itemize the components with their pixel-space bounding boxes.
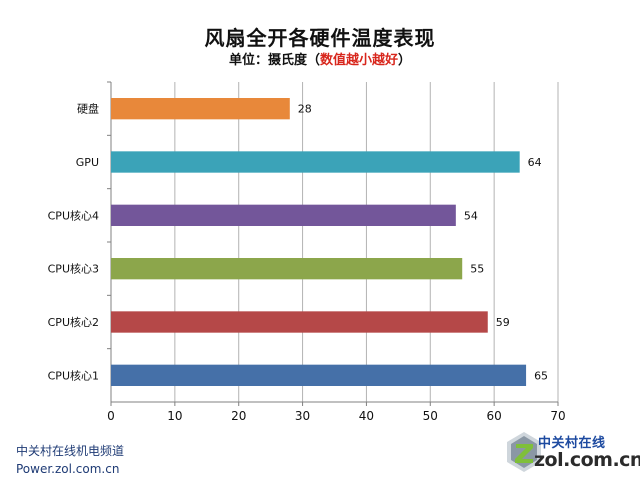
x-tick-label: 10 (167, 409, 182, 423)
subtitle-highlight: 数值越小越好 (319, 53, 398, 68)
bar-value-label: 54 (464, 209, 478, 222)
y-category-label: GPU (76, 156, 99, 169)
bar-value-label: 28 (298, 103, 312, 116)
bar (111, 151, 520, 173)
logo-en-text: zol.com.cn (534, 449, 640, 471)
chart-subtitle: 单位：摄氏度（数值越小越好） (0, 49, 640, 68)
logo-cn-text: 中关村在线 (538, 436, 606, 451)
bar-value-label: 64 (528, 156, 542, 169)
y-category-label: CPU核心1 (48, 368, 99, 382)
footer-url-text: Power.zol.com.cn (16, 462, 120, 476)
bar-value-label: 59 (496, 316, 510, 329)
subtitle-suffix: ） (398, 53, 412, 68)
zol-logo: 中关村在线 zol.com.cn (504, 428, 640, 476)
x-tick-label: 70 (550, 409, 565, 423)
bar (111, 311, 488, 333)
y-category-label: CPU核心4 (48, 208, 99, 222)
chart-title: 风扇全开各硬件温度表现 (204, 26, 436, 50)
y-category-label: CPU核心3 (48, 262, 99, 276)
x-tick-label: 20 (231, 409, 246, 423)
x-tick-label: 60 (487, 409, 502, 423)
subtitle-prefix: 单位：摄氏度（ (228, 53, 320, 68)
footer-channel-text: 中关村在线机电频道 (16, 444, 125, 458)
bar-value-label: 55 (470, 263, 484, 276)
bar (111, 204, 456, 226)
bar-value-label: 65 (534, 369, 548, 382)
bar (111, 98, 290, 120)
x-tick-label: 30 (295, 409, 310, 423)
x-tick-label: 0 (107, 409, 115, 423)
x-tick-label: 40 (359, 409, 374, 423)
bar (111, 258, 463, 280)
zol-z-icon (507, 432, 541, 472)
y-category-label: CPU核心2 (48, 315, 99, 329)
bar (111, 364, 527, 386)
y-category-label: 硬盘 (77, 102, 99, 116)
x-tick-label: 50 (423, 409, 438, 423)
